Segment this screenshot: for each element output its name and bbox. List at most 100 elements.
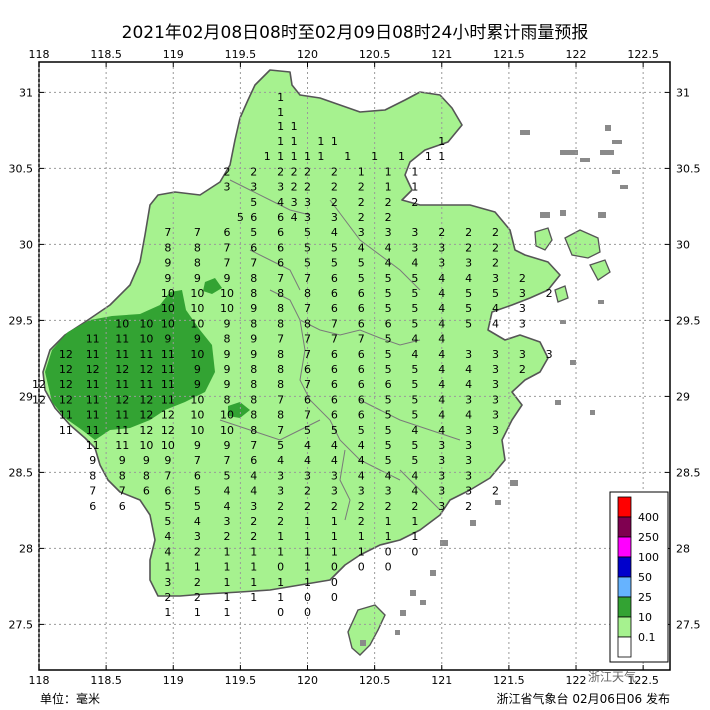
unit-label: 单位：毫米 [40,692,101,706]
rainfall-value: 7 [277,272,284,285]
rainfall-value: 4 [438,317,445,330]
rainfall-value: 5 [250,196,257,209]
rainfall-value: 3 [492,348,499,361]
rainfall-value: 1 [164,561,171,574]
rainfall-value: 11 [115,424,129,437]
rainfall-value: 3 [465,257,472,270]
lon-tick-label: 118.5 [90,48,122,61]
rainfall-value: 1 [385,515,392,528]
rain-10mm-zone [228,402,250,418]
rainfall-value: 1 [277,576,284,589]
rainfall-value: 5 [385,333,392,346]
rainfall-value: 2 [250,515,257,528]
rainfall-value: 3 [164,576,171,589]
rainfall-value: 3 [465,439,472,452]
rainfall-value: 2 [194,576,201,589]
rainfall-value: 2 [546,287,553,300]
rainfall-value: 8 [277,302,284,315]
rainfall-value: 5 [411,409,418,422]
rainfall-value: 9 [250,348,257,361]
rainfall-value: 11 [59,409,73,422]
rainfall-value: 2 [465,500,472,513]
rainfall-value: 2 [519,363,526,376]
rainfall-value: 0 [331,576,338,589]
rainfall-value: 4 [277,454,284,467]
rainfall-value: 4 [438,409,445,422]
lon-tick-label: 119.5 [225,48,257,61]
rainfall-value: 5 [194,500,201,513]
rainfall-value: 4 [411,485,418,498]
rainfall-value: 7 [331,333,338,346]
rainfall-value: 8 [277,317,284,330]
rainfall-value: 9 [119,454,126,467]
rainfall-value: 8 [250,409,257,422]
legend-label: 100 [638,551,659,564]
rainfall-value: 4 [358,241,365,254]
rainfall-value: 1 [438,135,445,148]
rainfall-value: 6 [331,302,338,315]
rainfall-value: 4 [438,287,445,300]
rainfall-value: 10 [220,302,234,315]
rainfall-value: 11 [86,393,100,406]
rainfall-value: 6 [358,393,365,406]
legend-label: 10 [638,611,652,624]
rainfall-value: 3 [277,485,284,498]
rainfall-value: 5 [465,317,472,330]
rainfall-value: 12 [115,363,129,376]
lon-tick-label: 121 [431,48,452,61]
rainfall-value: 11 [86,378,100,391]
rainfall-value: 1 [411,181,418,194]
rainfall-value: 2 [358,515,365,528]
rainfall-value: 3 [358,485,365,498]
lon-tick-label: 122.5 [627,674,659,687]
rainfall-value: 3 [465,469,472,482]
rainfall-value: 5 [304,257,311,270]
rainfall-value: 6 [143,485,150,498]
rainfall-value: 1 [304,530,311,543]
rainfall-value: 7 [304,333,311,346]
rainfall-value: 6 [331,287,338,300]
rainfall-value: 3 [250,500,257,513]
rainfall-value: 7 [223,241,230,254]
rainfall-value: 0 [331,561,338,574]
rainfall-value: 10 [190,424,204,437]
rainfall-value: 4 [304,454,311,467]
rainfall-value: 2 [304,165,311,178]
rainfall-value: 6 [358,348,365,361]
rainfall-value: 2 [331,181,338,194]
lat-tick-label: 27.5 [9,618,34,631]
rainfall-value: 9 [194,333,201,346]
rainfall-value: 7 [304,409,311,422]
rainfall-value: 8 [250,287,257,300]
rainfall-value: 10 [161,439,175,452]
rainfall-value: 5 [385,409,392,422]
rainfall-value: 6 [277,211,284,224]
rainfall-value: 5 [385,287,392,300]
rainfall-value: 9 [250,333,257,346]
rainfall-value: 8 [250,272,257,285]
rainfall-value: 2 [385,211,392,224]
rainfall-value: 2 [358,196,365,209]
rainfall-value: 12 [59,393,73,406]
rainfall-value: 7 [164,469,171,482]
rainfall-value: 7 [194,454,201,467]
rainfall-value: 3 [385,226,392,239]
rainfall-value: 5 [411,363,418,376]
rainfall-value: 2 [194,545,201,558]
rainfall-value: 4 [438,363,445,376]
rainfall-value: 10 [220,424,234,437]
rainfall-value: 5 [385,454,392,467]
rainfall-value: 4 [385,257,392,270]
rainfall-value: 5 [465,287,472,300]
rainfall-value: 1 [425,150,432,163]
rainfall-value: 5 [411,317,418,330]
rainfall-value: 6 [331,363,338,376]
rainfall-value: 9 [223,348,230,361]
rainfall-value: 6 [331,378,338,391]
rain-10mm-zone [45,290,215,440]
rainfall-value: 5 [358,272,365,285]
rainfall-value: 4 [277,196,284,209]
rainfall-value: 0 [385,561,392,574]
rainfall-value: 2 [291,165,298,178]
rainfall-value: 9 [194,363,201,376]
